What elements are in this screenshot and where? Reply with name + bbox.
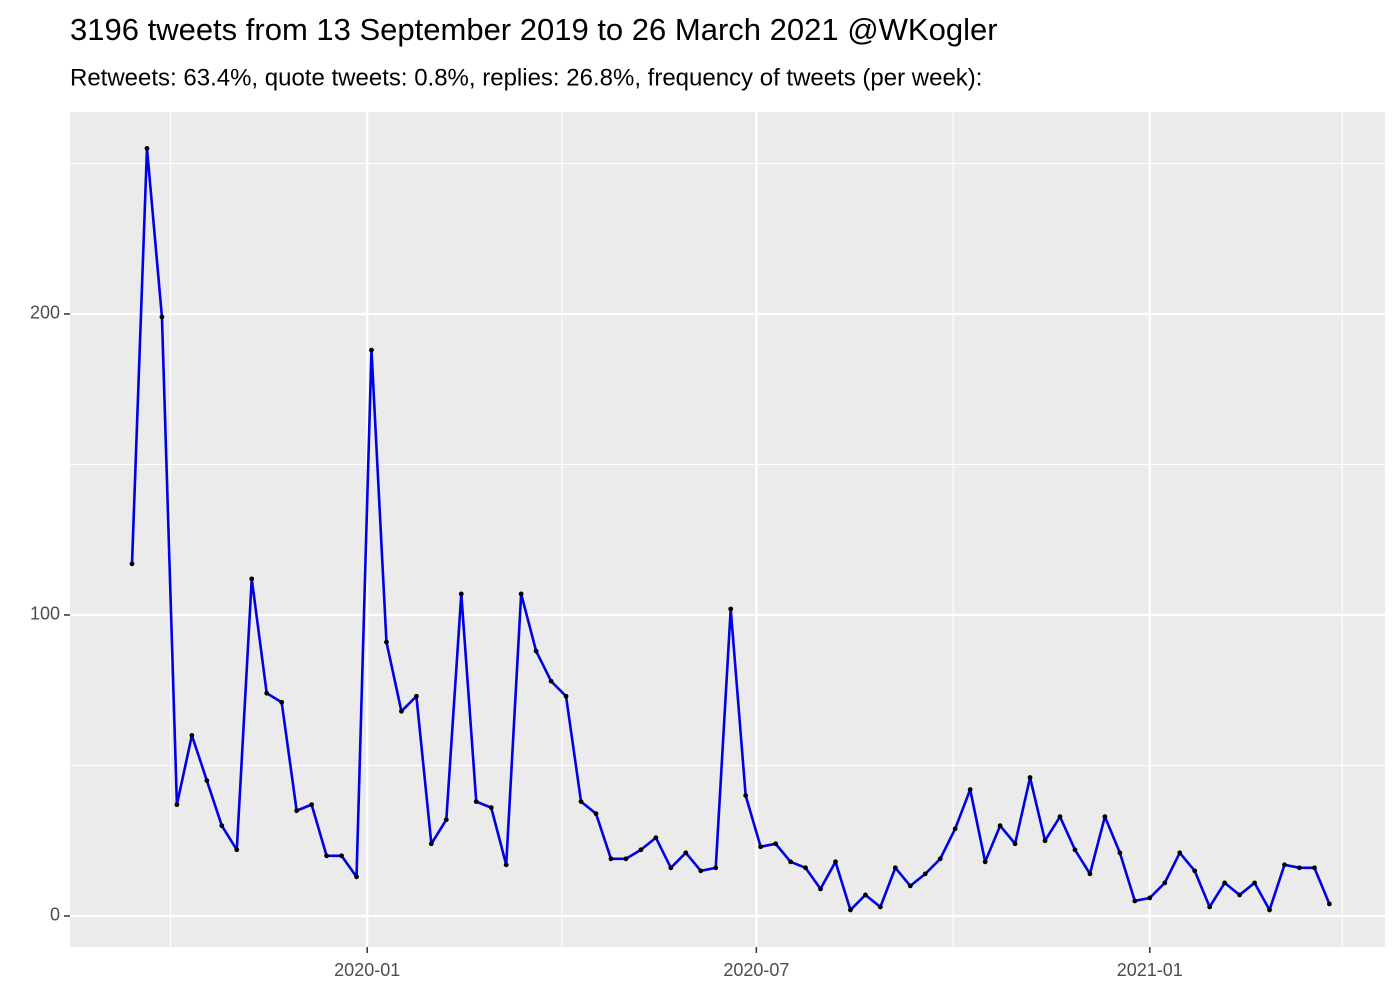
point: [503, 862, 509, 868]
chart-title: 3196 tweets from 13 September 2019 to 26…: [70, 12, 998, 47]
point: [1222, 880, 1228, 886]
plot-panel: [70, 112, 1385, 947]
point: [413, 693, 419, 699]
point: [294, 808, 300, 814]
point: [937, 856, 943, 862]
point: [339, 853, 344, 859]
point: [458, 591, 464, 597]
point: [608, 856, 614, 862]
point: [144, 146, 150, 151]
point: [1327, 901, 1332, 907]
point: [1267, 907, 1272, 913]
point: [578, 799, 584, 805]
point: [653, 835, 659, 841]
point: [204, 778, 210, 783]
point: [1282, 862, 1287, 868]
point: [473, 799, 479, 805]
point: [638, 847, 644, 853]
point: [309, 802, 315, 808]
point: [1192, 868, 1198, 874]
point: [279, 699, 285, 705]
point: [967, 787, 973, 792]
point: [1147, 895, 1153, 901]
point: [1207, 904, 1213, 910]
point: [533, 648, 539, 654]
point: [1162, 880, 1168, 886]
point: [189, 732, 195, 738]
point: [1297, 865, 1302, 871]
point: [1012, 841, 1018, 847]
point: [1072, 847, 1078, 853]
point: [593, 811, 599, 817]
point: [234, 847, 240, 853]
point: [668, 865, 674, 871]
point: [354, 874, 359, 880]
point: [1042, 838, 1048, 844]
x-tick-label: 2021-01: [1117, 960, 1183, 980]
point: [698, 868, 704, 874]
point: [623, 856, 629, 862]
y-tick-label: 0: [50, 905, 60, 925]
y-tick-label: 200: [30, 303, 60, 323]
point: [907, 883, 913, 889]
point: [518, 591, 524, 597]
point: [1237, 892, 1243, 898]
point: [1027, 775, 1033, 780]
point: [892, 865, 898, 871]
point: [1117, 850, 1123, 856]
point: [758, 844, 764, 850]
point: [848, 907, 853, 913]
point: [219, 823, 225, 829]
point: [1177, 850, 1183, 856]
point: [249, 576, 255, 582]
point: [1102, 814, 1108, 820]
point: [1057, 814, 1063, 820]
point: [743, 793, 749, 798]
point: [1132, 898, 1138, 904]
point: [384, 639, 389, 645]
point: [997, 823, 1003, 829]
point: [428, 841, 434, 847]
point: [788, 859, 793, 865]
chart-subtitle: Retweets: 63.4%, quote tweets: 0.8%, rep…: [70, 64, 982, 91]
point: [174, 802, 180, 808]
point: [1252, 880, 1257, 886]
point: [369, 347, 374, 353]
point: [877, 904, 883, 910]
point: [324, 853, 329, 859]
x-tick-label: 2020-01: [334, 960, 400, 980]
point: [922, 871, 928, 877]
point: [863, 892, 868, 898]
point: [713, 865, 719, 871]
point: [264, 690, 270, 696]
point: [1312, 865, 1317, 871]
point: [548, 678, 554, 684]
point: [159, 314, 165, 320]
point: [1087, 871, 1093, 877]
point: [833, 859, 838, 865]
point: [728, 606, 734, 612]
point: [683, 850, 689, 856]
point: [818, 886, 823, 892]
point: [563, 693, 569, 699]
point: [952, 826, 958, 832]
point: [488, 805, 494, 811]
point: [129, 561, 135, 567]
point: [982, 859, 988, 865]
point: [443, 817, 449, 823]
y-tick-label: 100: [30, 604, 60, 624]
point: [399, 708, 404, 714]
point: [773, 841, 779, 847]
x-tick-label: 2020-07: [723, 960, 789, 980]
point: [803, 865, 808, 871]
